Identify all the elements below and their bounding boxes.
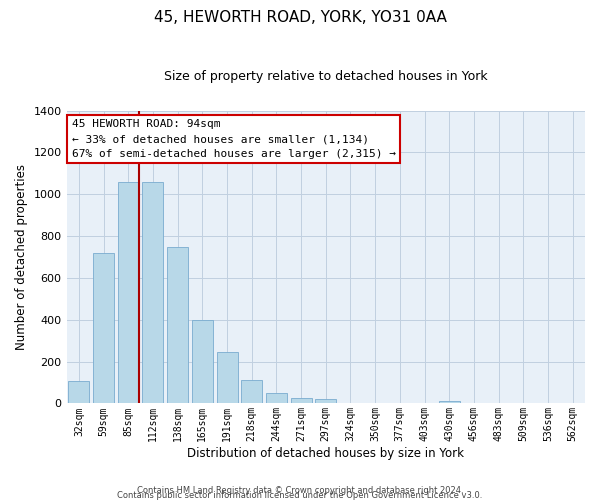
Bar [142,182,163,404]
Bar [167,246,188,404]
Text: Contains HM Land Registry data © Crown copyright and database right 2024.: Contains HM Land Registry data © Crown c… [137,486,463,495]
Bar [93,253,114,404]
Bar [217,352,238,404]
Y-axis label: Number of detached properties: Number of detached properties [15,164,28,350]
Text: 45, HEWORTH ROAD, YORK, YO31 0AA: 45, HEWORTH ROAD, YORK, YO31 0AA [154,10,446,25]
Bar [118,182,139,404]
X-axis label: Distribution of detached houses by size in York: Distribution of detached houses by size … [187,447,464,460]
Bar [266,394,287,404]
Bar [68,382,89,404]
Bar [315,399,336,404]
Bar [241,380,262,404]
Text: 45 HEWORTH ROAD: 94sqm
← 33% of detached houses are smaller (1,134)
67% of semi-: 45 HEWORTH ROAD: 94sqm ← 33% of detached… [72,120,396,159]
Text: Contains public sector information licensed under the Open Government Licence v3: Contains public sector information licen… [118,490,482,500]
Bar [192,320,213,404]
Title: Size of property relative to detached houses in York: Size of property relative to detached ho… [164,70,488,83]
Bar [290,398,311,404]
Bar [439,402,460,404]
